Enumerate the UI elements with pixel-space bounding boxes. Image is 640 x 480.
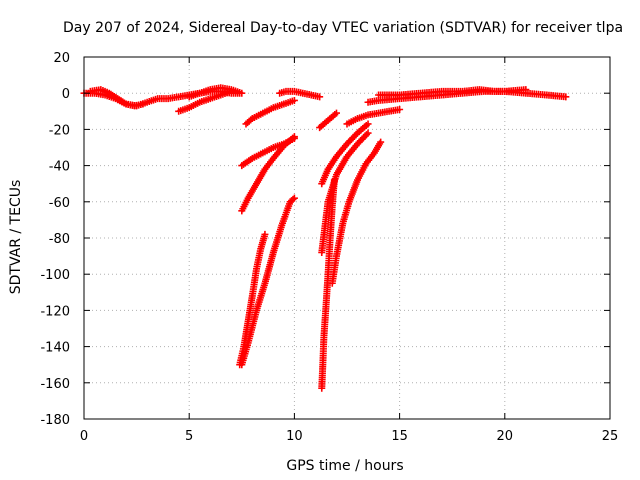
series-track-9 [236, 230, 269, 369]
series-track-8 [238, 134, 298, 170]
data-series-layer [80, 84, 570, 392]
y-tick-label: 0 [62, 87, 70, 102]
data-point [522, 86, 530, 94]
x-tick-label: 10 [286, 429, 303, 444]
x-axis-ticks: 0 5 10 15 20 25 [80, 57, 618, 444]
y-tick-label: -40 [49, 160, 70, 175]
data-point [332, 109, 340, 117]
series-track-18 [375, 86, 530, 99]
y-tick-label: -100 [40, 268, 70, 283]
chart-title: Day 207 of 2024, Sidereal Day-to-day VTE… [63, 20, 623, 36]
data-point [316, 93, 324, 101]
grid-lines [84, 57, 610, 419]
data-point [364, 120, 372, 128]
series-track-10 [238, 194, 298, 369]
y-axis-label: SDTVAR / TECUs [8, 180, 24, 295]
data-point [290, 96, 298, 104]
data-point [238, 89, 246, 97]
data-point [364, 129, 372, 137]
data-point [290, 194, 298, 202]
x-tick-label: 25 [602, 429, 619, 444]
series-track-4 [185, 84, 246, 101]
y-tick-label: -80 [49, 232, 70, 247]
y-tick-label: -120 [40, 304, 70, 319]
series-track-3 [175, 87, 235, 115]
y-tick-label: 20 [53, 51, 70, 66]
series-track-5 [242, 96, 298, 128]
x-axis-label: GPS time / hours [286, 458, 403, 474]
x-tick-label: 15 [391, 429, 408, 444]
data-point [396, 105, 404, 113]
series-track-6 [276, 87, 324, 101]
data-point [290, 134, 298, 142]
series-track-11 [318, 176, 338, 392]
series-track-13 [318, 129, 372, 256]
data-point [261, 230, 269, 238]
series-track-15 [316, 109, 340, 132]
y-tick-label: -60 [49, 196, 70, 211]
series-track-12 [328, 138, 385, 287]
y-tick-label: -20 [49, 123, 70, 138]
y-tick-label: -140 [40, 341, 70, 356]
x-tick-label: 0 [80, 429, 88, 444]
data-point [139, 100, 147, 108]
data-point [289, 195, 297, 203]
x-tick-label: 5 [185, 429, 193, 444]
x-tick-label: 20 [497, 429, 514, 444]
y-tick-label: -180 [40, 413, 70, 428]
series-track-16 [343, 105, 404, 128]
y-axis-ticks: 20 0 -20 -40 -60 -80 -100 -120 -140 -160 -180 [40, 51, 610, 428]
y-tick-label: -160 [40, 377, 70, 392]
plot-frame [83, 56, 611, 420]
series-track-2 [86, 86, 147, 110]
data-point [562, 93, 570, 101]
series-track-14 [318, 120, 372, 188]
data-point [377, 138, 385, 146]
